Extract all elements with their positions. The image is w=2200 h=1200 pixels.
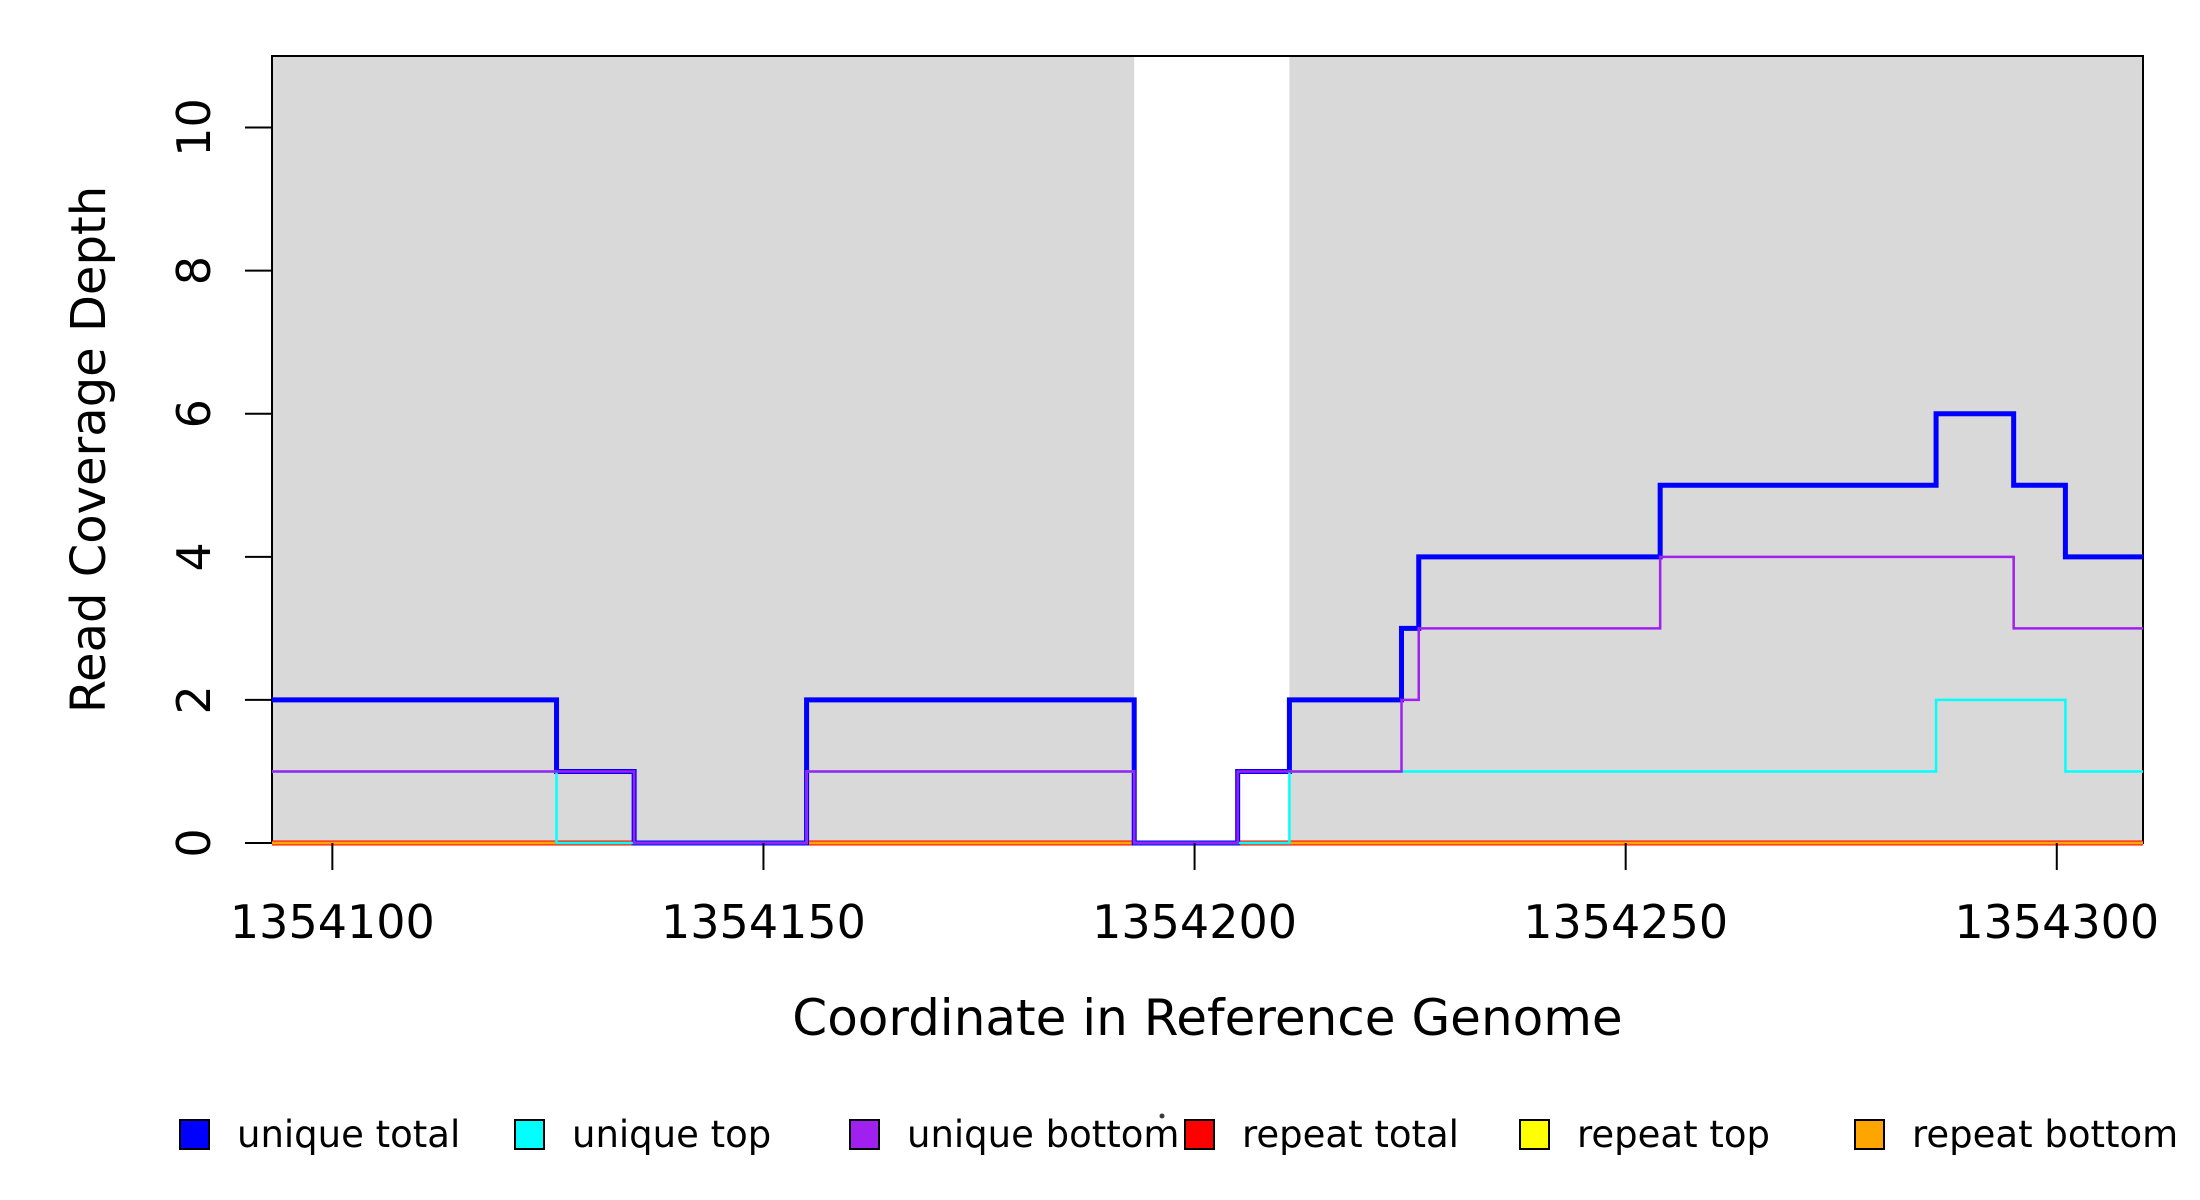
gray-block-left xyxy=(272,56,1135,843)
legend-swatch-unique-total xyxy=(179,1119,210,1150)
x-tick-label: 1354250 xyxy=(1523,895,1728,949)
legend-label-unique-total: unique total xyxy=(237,1113,460,1156)
series-line-unique-bottom xyxy=(272,555,2143,845)
gray-block-right xyxy=(1289,56,2143,843)
legend-label-unique-bottom: unique bottom xyxy=(907,1113,1179,1156)
x-tick-label: 1354300 xyxy=(1954,895,2159,949)
legend-label-repeat-top: repeat top xyxy=(1577,1113,1770,1156)
legend-swatch-unique-bottom xyxy=(849,1119,880,1150)
y-tick-label: 2 xyxy=(167,685,221,714)
legend-label-repeat-bottom: repeat bottom xyxy=(1912,1113,2178,1156)
legend-swatch-repeat-top xyxy=(1519,1119,1550,1150)
legend: unique total unique top unique bottom repea… xyxy=(179,1113,2178,1156)
legend-label-unique-top: unique top xyxy=(572,1113,771,1156)
y-tick-label: 10 xyxy=(167,98,221,157)
x-tick-label: 1354100 xyxy=(230,895,435,949)
axes: 1354100 1354150 1354200 1354250 1354300 0 2 4 6 8… xyxy=(167,98,2159,949)
legend-swatch-repeat-bottom xyxy=(1854,1119,1885,1150)
y-tick-label: 8 xyxy=(167,256,221,285)
shaded-regions xyxy=(272,56,2143,843)
y-tick-label: 0 xyxy=(167,828,221,857)
x-axis-title: Coordinate in Reference Genome xyxy=(792,989,1622,1047)
legend-swatch-unique-top xyxy=(514,1119,545,1150)
y-tick-label: 4 xyxy=(167,542,221,571)
x-tick-label: 1354150 xyxy=(661,895,866,949)
x-tick-label: 1354200 xyxy=(1092,895,1297,949)
y-tick-label: 6 xyxy=(167,399,221,428)
legend-label-repeat-total: repeat total xyxy=(1242,1113,1459,1156)
series-lines xyxy=(272,411,2143,846)
legend-swatch-repeat-total xyxy=(1184,1119,1215,1150)
y-axis-title: Read Coverage Depth xyxy=(61,186,117,713)
stray-dot xyxy=(1159,1113,1165,1119)
